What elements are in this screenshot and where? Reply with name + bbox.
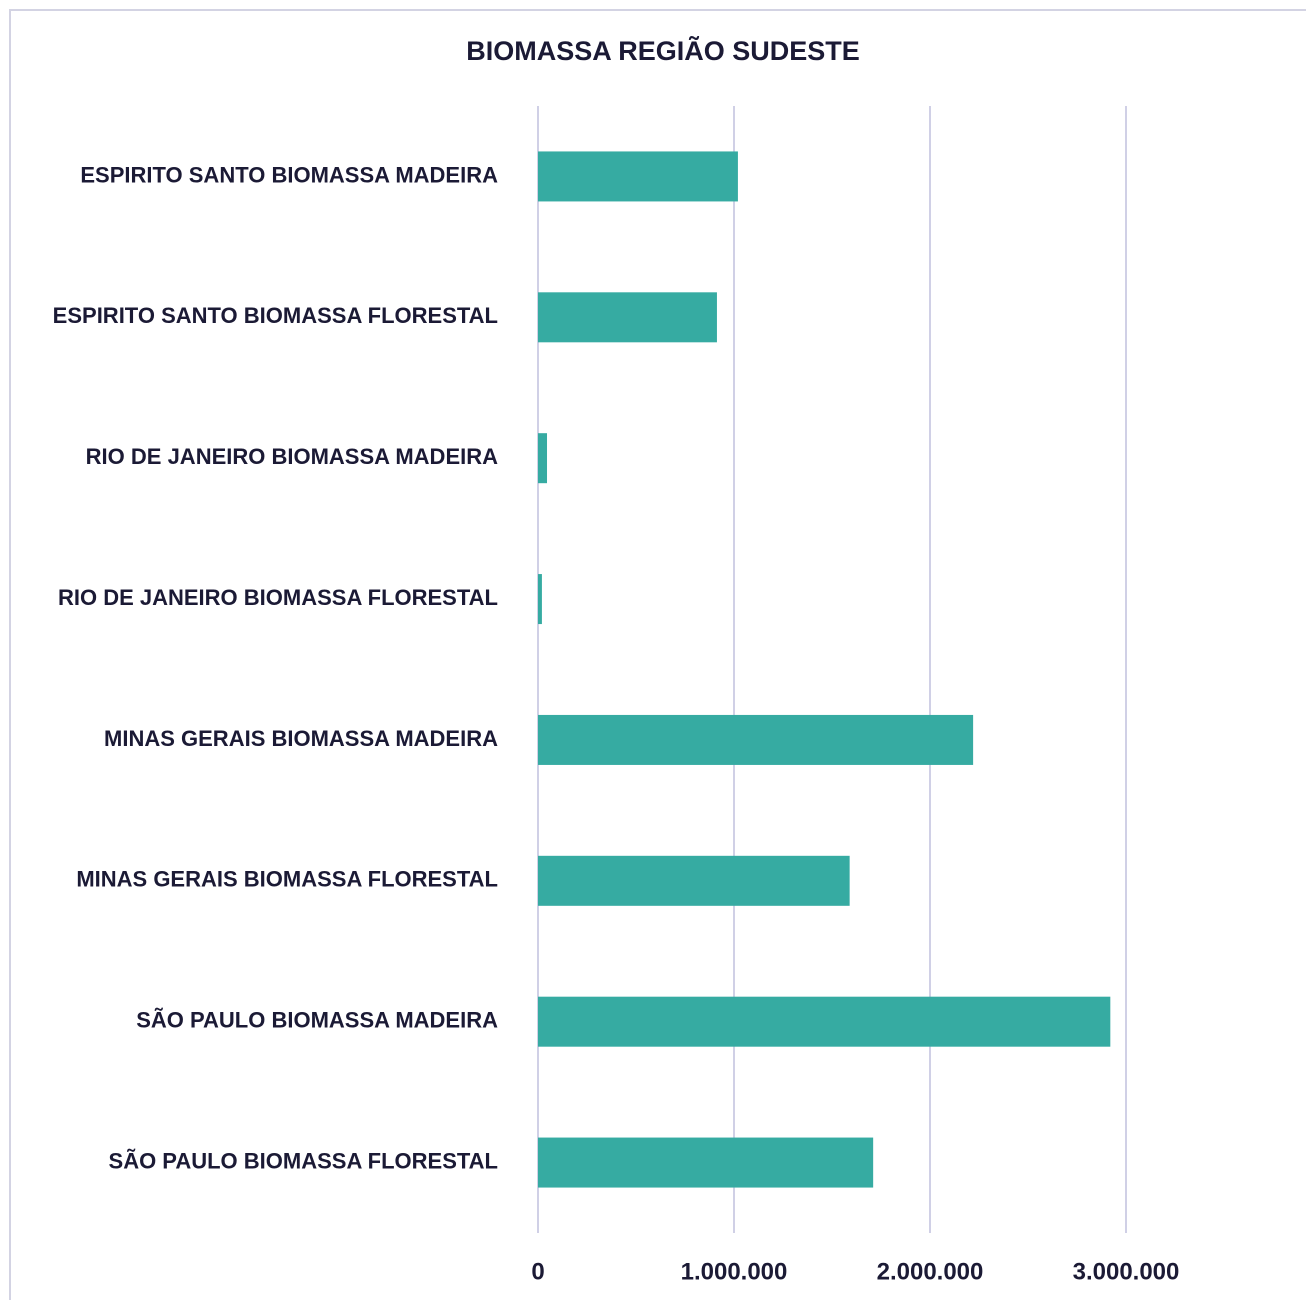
y-tick-label: RIO DE JANEIRO BIOMASSA MADEIRA — [86, 444, 498, 469]
bar — [538, 714, 974, 765]
frame — [9, 9, 1306, 1300]
bar — [538, 574, 542, 625]
bar — [538, 292, 717, 343]
y-tick-label: MINAS GERAIS BIOMASSA MADEIRA — [104, 726, 498, 751]
bar — [538, 151, 738, 202]
bar — [538, 996, 1111, 1047]
bar — [538, 433, 548, 484]
y-tick-label: ESPIRITO SANTO BIOMASSA MADEIRA — [80, 162, 498, 187]
x-tick-label: 1.000.000 — [681, 1258, 788, 1285]
bar — [538, 855, 850, 906]
y-tick-label: RIO DE JANEIRO BIOMASSA FLORESTAL — [58, 585, 498, 610]
y-tick-label: SÃO PAULO BIOMASSA MADEIRA — [136, 1008, 498, 1033]
x-tick-label: 0 — [531, 1258, 544, 1285]
chart-title: BIOMASSA REGIÃO SUDESTE — [466, 35, 860, 66]
y-tick-label: SÃO PAULO BIOMASSA FLORESTAL — [109, 1148, 498, 1173]
x-tick-label: 3.000.000 — [1073, 1258, 1180, 1285]
x-tick-label: 2.000.000 — [877, 1258, 984, 1285]
bar — [538, 1137, 874, 1188]
y-tick-label: MINAS GERAIS BIOMASSA FLORESTAL — [76, 867, 498, 892]
y-tick-label: ESPIRITO SANTO BIOMASSA FLORESTAL — [53, 303, 498, 328]
